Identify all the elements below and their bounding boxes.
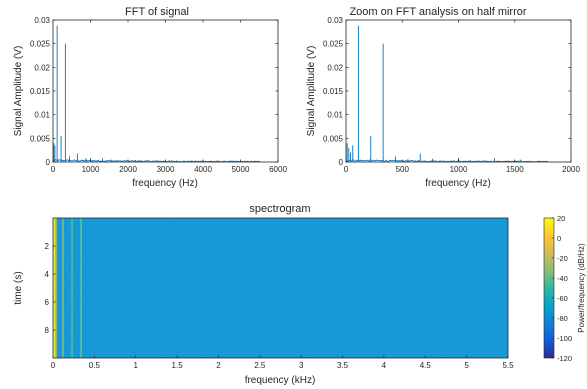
colorbar-tick-label-3: -40	[557, 274, 568, 283]
spec-x-ticks: 0 0.5 1 1.5 2 2.5 3 3.5 4 4.5 5 5.5	[51, 355, 514, 370]
chart-fft-signal: FFT of signal 0 1000 2000 3000 4000 5000 6000 …	[13, 6, 287, 189]
fft-title: FFT of signal	[125, 6, 189, 18]
spec-ylabel: time (s)	[13, 271, 24, 304]
colorbar-tick-label-5: -80	[557, 314, 568, 323]
spec-x-tick-label-3: 1.5	[172, 361, 184, 370]
zoom-title: Zoom on FFT analysis on half mirror	[349, 6, 526, 18]
spec-axes-box	[52, 217, 509, 359]
y-tick-label-5: 0.025	[323, 40, 344, 49]
y-tick-label-2: 0.01	[327, 111, 343, 120]
y-tick-label-0: 0	[339, 158, 344, 167]
y-tick-label-0: 0	[46, 158, 51, 167]
colorbar-tick-label-0: 20	[557, 214, 565, 223]
y-tick-label-1: 0.005	[323, 134, 344, 143]
y-tick-label-4: 0.02	[34, 63, 50, 72]
fft-axes-box	[52, 19, 279, 163]
x-tick-label-3: 1500	[506, 165, 524, 174]
colorbar-tick-label-2: -20	[557, 254, 568, 263]
spec-xlabel: frequency (kHz)	[245, 375, 316, 386]
x-tick-label-2: 2000	[119, 165, 137, 174]
zoom-xlabel: frequency (Hz)	[425, 178, 491, 189]
spec-title: spectrogram	[249, 203, 310, 215]
spec-x-tick-label-7: 3.5	[337, 361, 349, 370]
spec-x-tick-label-6: 3	[299, 361, 304, 370]
y-tick-label-5: 0.025	[30, 40, 51, 49]
y-tick-label-1: 0.005	[30, 134, 51, 143]
chart-spectrogram: spectrogram 0 0.5 1 1.5 2 2.5 3 3.5 4 4.5 5 5.5 2 4 6…	[13, 203, 586, 386]
y-tick-label-6: 0.03	[327, 16, 343, 25]
spec-x-tick-label-11: 5.5	[502, 361, 514, 370]
spec-y-tick-label-3: 8	[45, 326, 50, 335]
colorbar	[543, 217, 555, 359]
spec-x-tick-label-8: 4	[382, 361, 387, 370]
x-tick-label-4: 4000	[194, 165, 212, 174]
spec-x-tick-label-2: 1	[134, 361, 139, 370]
spec-x-tick-label-5: 2.5	[254, 361, 266, 370]
fft-y-ticks: 0 0.005 0.01 0.015 0.02 0.025 0.03	[30, 16, 278, 167]
zoom-axes-box	[345, 19, 572, 163]
x-tick-label-3: 3000	[157, 165, 175, 174]
y-tick-label-4: 0.02	[327, 63, 343, 72]
x-tick-label-1: 500	[396, 165, 410, 174]
y-tick-label-2: 0.01	[34, 111, 50, 120]
spec-y-tick-label-1: 4	[45, 270, 50, 279]
spec-x-tick-label-4: 2	[216, 361, 221, 370]
x-tick-label-5: 5000	[232, 165, 250, 174]
zoom-x-ticks: 0 500 1000 1500 2000	[344, 20, 580, 174]
x-tick-label-0: 0	[51, 165, 56, 174]
colorbar-tick-label-4: -60	[557, 294, 568, 303]
zoom-ylabel: Signal Amplitude (V)	[306, 46, 317, 137]
x-tick-label-1: 1000	[82, 165, 100, 174]
fft-x-ticks: 0 1000 2000 3000 4000 5000 6000	[51, 20, 287, 174]
fft-xlabel: frequency (Hz)	[132, 178, 198, 189]
spec-x-tick-label-0: 0	[51, 361, 56, 370]
colorbar-tick-label-1: 0	[557, 234, 561, 243]
noise-floor-trace	[52, 158, 260, 163]
y-tick-label-6: 0.03	[34, 16, 50, 25]
zoom-y-ticks: 0 0.005 0.01 0.015 0.02 0.025 0.03	[323, 16, 571, 167]
x-tick-label-0: 0	[344, 165, 349, 174]
fft-trace-group	[52, 25, 260, 163]
chart-fft-zoom: Zoom on FFT analysis on half mirror 0 500…	[306, 6, 580, 189]
y-tick-label-3: 0.015	[323, 87, 344, 96]
x-tick-label-4: 2000	[562, 165, 580, 174]
spec-x-tick-label-10: 5	[464, 361, 469, 370]
spec-x-tick-label-9: 4.5	[420, 361, 432, 370]
colorbar-tick-label-6: -100	[557, 334, 572, 343]
spec-y-tick-label-2: 6	[45, 298, 50, 307]
spec-y-ticks: 2 4 6 8	[45, 242, 56, 335]
y-tick-label-3: 0.015	[30, 87, 51, 96]
colorbar-tick-label-7: -120	[557, 354, 572, 363]
spec-y-tick-label-0: 2	[45, 242, 50, 251]
fft-ylabel: Signal Amplitude (V)	[13, 46, 24, 137]
x-tick-label-2: 1000	[450, 165, 468, 174]
colorbar-label: Power/frequency (dB/Hz)	[577, 243, 586, 333]
spec-x-tick-label-1: 0.5	[89, 361, 101, 370]
spec-noise-texture	[53, 218, 508, 358]
x-tick-label-6: 6000	[269, 165, 287, 174]
colorbar-ticks: 20 0 -20 -40 -60 -80 -100 -120	[551, 214, 572, 363]
